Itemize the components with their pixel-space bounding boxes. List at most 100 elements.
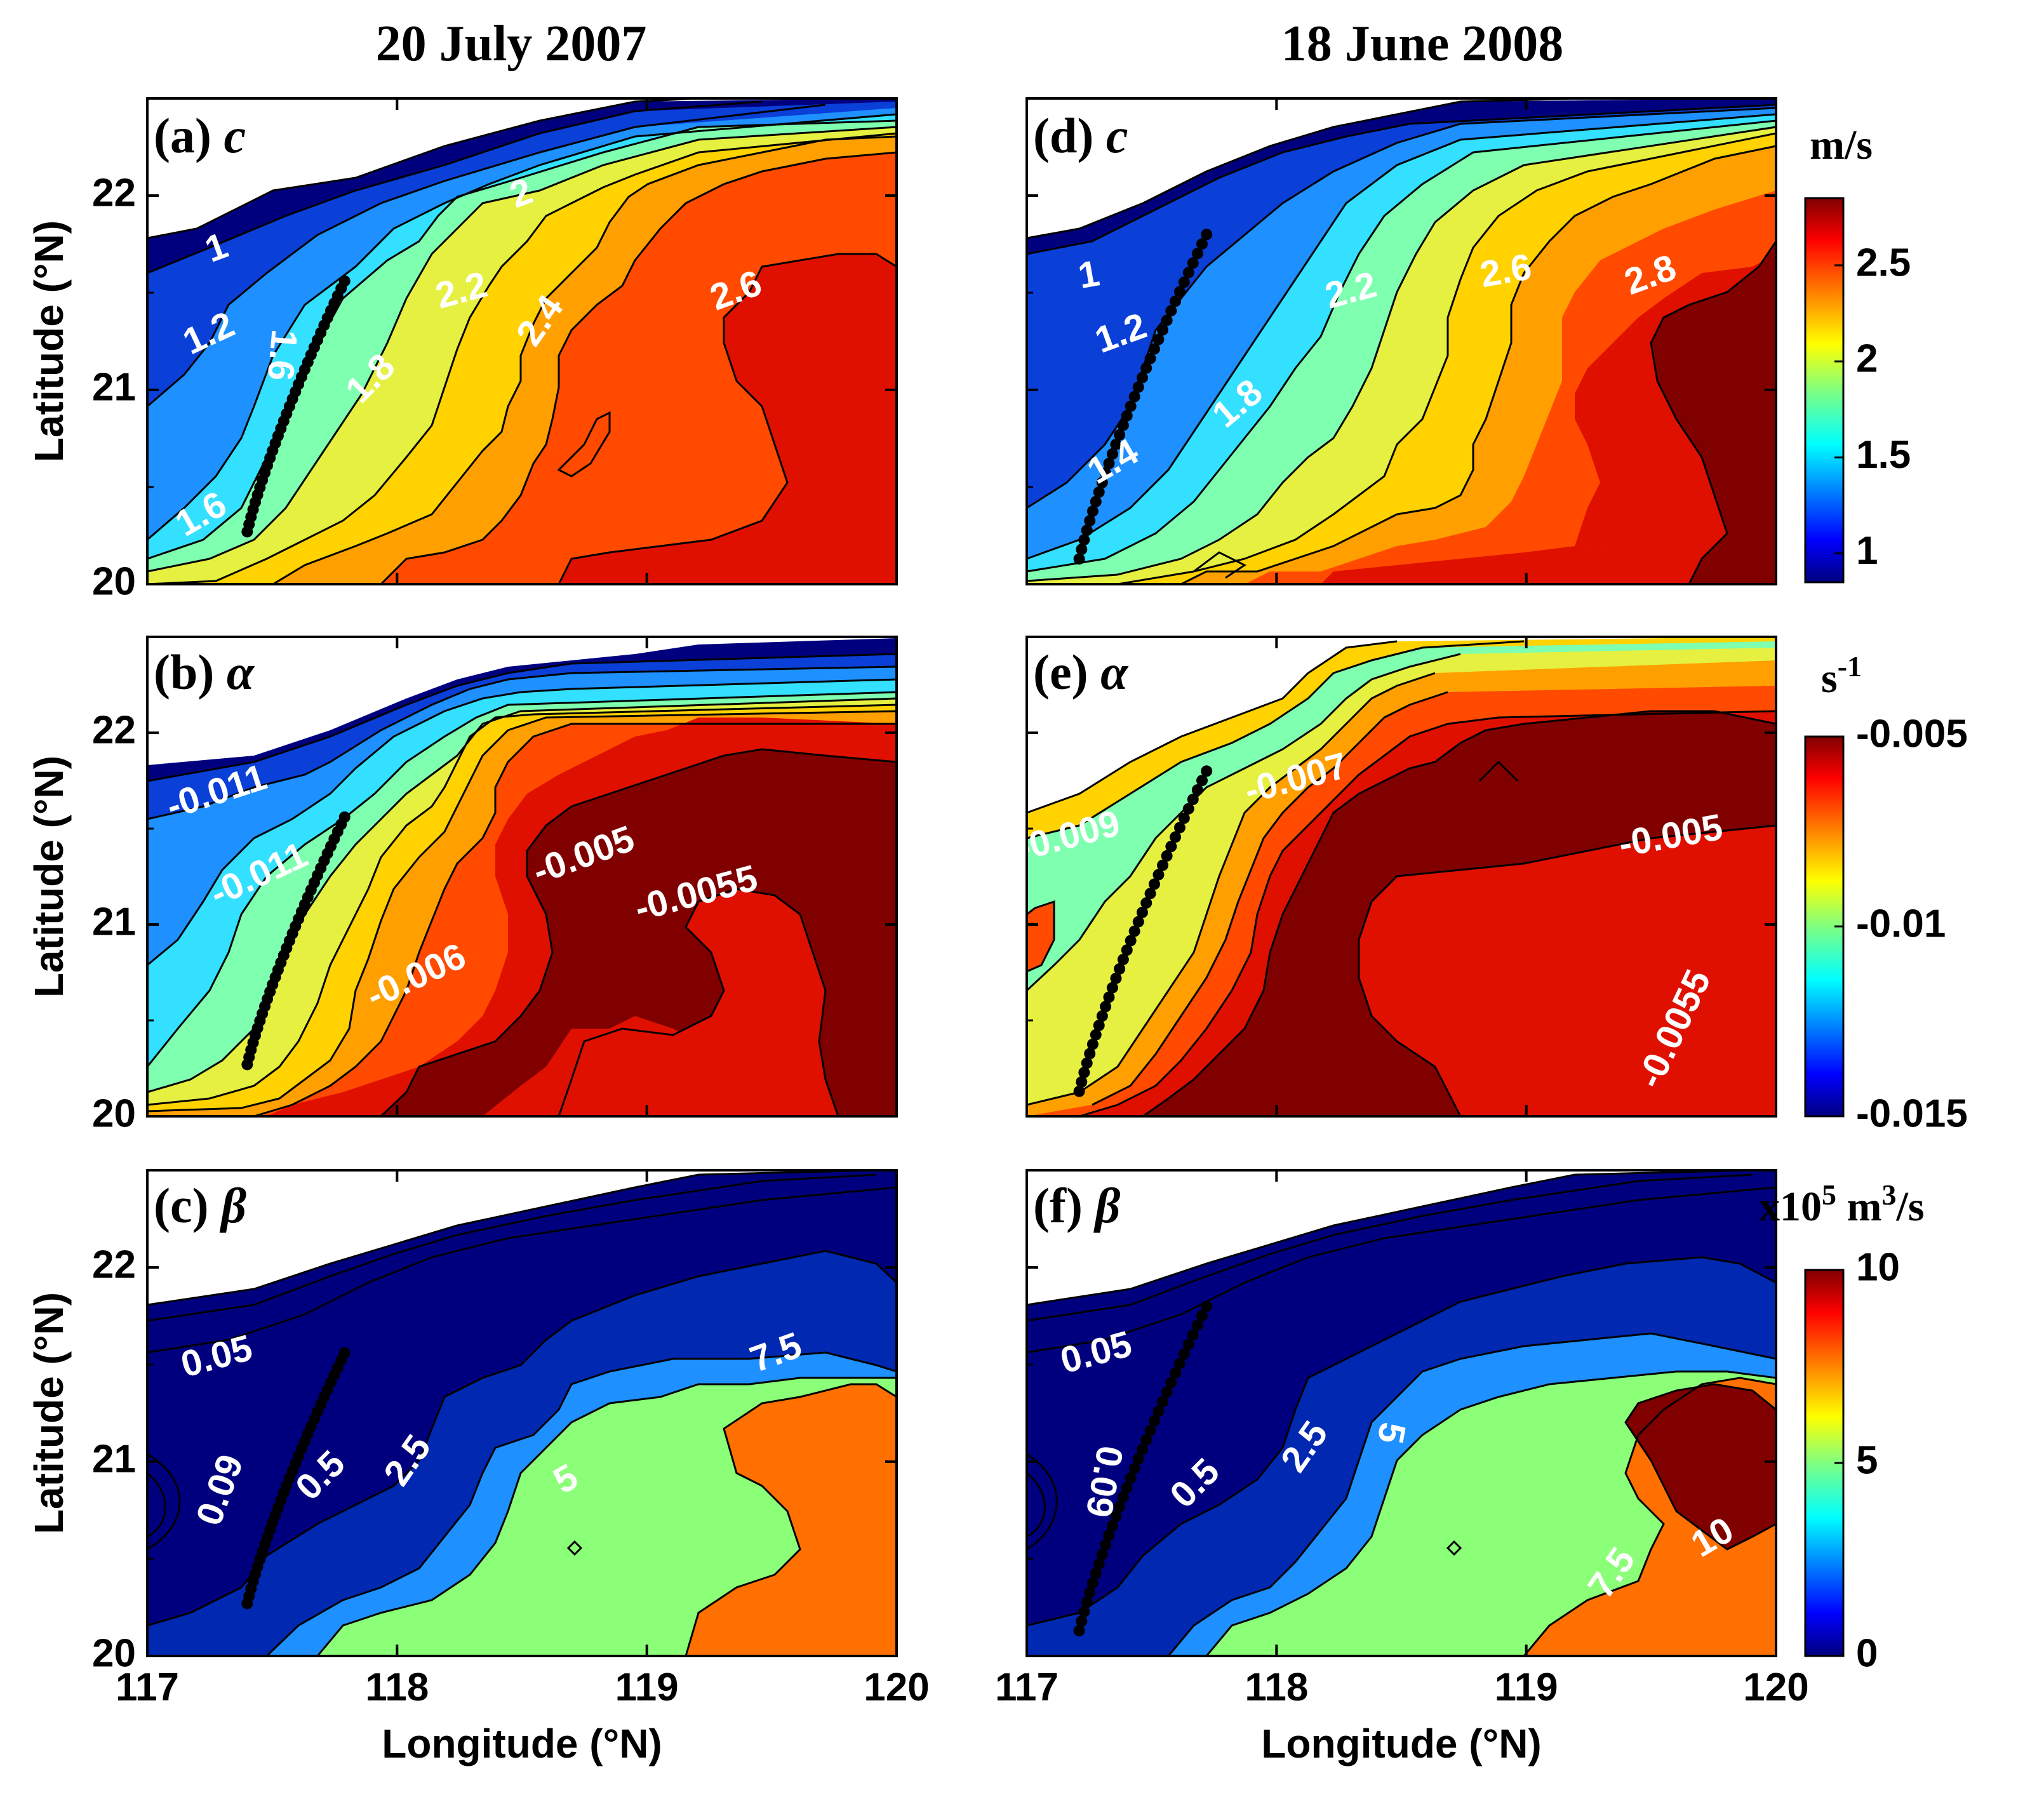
panel-a-region-level-8 — [381, 152, 897, 584]
y-tick-label: 21 — [92, 900, 136, 944]
x-tick-label: 119 — [615, 1666, 679, 1709]
track-point — [1076, 544, 1088, 556]
panel-d-contours — [1026, 97, 1777, 585]
track-point — [1125, 935, 1137, 947]
panel-e-field — [1027, 637, 1776, 1116]
track-point — [1106, 448, 1118, 460]
y-tick-label: 20 — [92, 1631, 136, 1675]
track-point — [1128, 391, 1140, 403]
track-point — [1148, 878, 1160, 890]
track-point — [1078, 1067, 1090, 1079]
panel-b-region-level-10b — [559, 889, 838, 1116]
track-point — [1144, 888, 1156, 900]
colorbar-tick-label: 10 — [1856, 1245, 1900, 1289]
colorbar-tick-label: 1 — [1856, 529, 1878, 573]
track-point — [1090, 1568, 1102, 1580]
x-tick-label: 120 — [1743, 1666, 1808, 1709]
track-point — [1144, 1424, 1156, 1436]
track-point — [1128, 925, 1140, 937]
track-point — [1173, 1358, 1186, 1370]
colorbar-tick-label: -0.005 — [1856, 712, 1968, 756]
y-axis-label: Latitude (°N) — [26, 756, 72, 998]
x-tick-label: 117 — [116, 1666, 179, 1709]
colorbar-tick-label: 2 — [1856, 337, 1878, 381]
panel-d-track — [1073, 229, 1213, 565]
track-point — [1178, 1348, 1190, 1360]
track-point — [1201, 765, 1213, 777]
track-point — [1078, 1606, 1090, 1618]
panel-a-label: (a) c — [154, 108, 246, 163]
track-point — [1096, 476, 1108, 488]
track-point — [1201, 229, 1213, 241]
y-tick-label: 22 — [92, 171, 136, 215]
panel-e-alpha-2008: -0.009-0.007-0.005-0.0055 (e) α — [1013, 636, 1777, 1118]
track-point — [1128, 1462, 1140, 1474]
track-point — [1178, 812, 1190, 824]
panel-f-label: (f) β — [1033, 1178, 1120, 1233]
track-point — [1086, 505, 1099, 517]
panel-a-contours — [147, 97, 897, 585]
track-point — [1182, 267, 1194, 279]
track-point — [1073, 1625, 1085, 1637]
track-point — [1152, 869, 1165, 881]
track-point — [1148, 343, 1160, 355]
panel-a-field — [147, 98, 897, 584]
track-point — [1136, 1443, 1148, 1455]
track-point — [1170, 295, 1182, 307]
track-point — [1132, 1453, 1144, 1465]
track-point — [1073, 553, 1085, 565]
panel-e-axes — [1025, 636, 1777, 1118]
x-axis-label: Longitude (°N) — [1261, 1721, 1541, 1766]
track-point — [1140, 1434, 1152, 1446]
panel-d-label: (d) c — [1033, 108, 1128, 163]
x-tick-label: 118 — [1245, 1666, 1308, 1709]
track-point — [1125, 1472, 1137, 1484]
x-axis-label: Longitude (°N) — [382, 1721, 662, 1766]
panel-b-label: (b) α — [154, 644, 255, 700]
track-point — [1110, 1510, 1122, 1522]
track-point — [1117, 419, 1129, 431]
track-point — [338, 1347, 351, 1359]
track-point — [1165, 1377, 1177, 1389]
x-tick-label: 120 — [864, 1666, 929, 1709]
panel-b-field — [147, 637, 897, 1116]
colorbar-tick-label: 0 — [1856, 1631, 1878, 1675]
track-point — [1081, 1057, 1093, 1069]
track-point — [1132, 381, 1144, 393]
track-point — [1078, 534, 1090, 546]
panel-e-label: (e) α — [1033, 644, 1129, 700]
x-tick-label: 119 — [1495, 1666, 1558, 1709]
colorbar-wave-speed-unit: m/s — [1810, 122, 1873, 168]
track-point — [1187, 257, 1199, 269]
track-point — [1196, 775, 1208, 787]
panel-c-track — [241, 1347, 351, 1610]
x-tick-label: 118 — [365, 1666, 429, 1709]
track-point — [1152, 1405, 1165, 1417]
panel-d-axes — [1025, 97, 1777, 585]
track-point — [1076, 1076, 1088, 1088]
column-title-left: 20 July 2007 — [376, 16, 647, 72]
track-point — [1117, 954, 1129, 966]
panel-f-axes: 117 118 119 120 Longitude (°N) — [995, 1169, 1809, 1766]
track-point — [338, 811, 351, 823]
y-tick-label: 22 — [92, 1243, 136, 1286]
track-point — [1117, 1491, 1129, 1503]
panel-a-track — [241, 275, 351, 538]
track-point — [1076, 1615, 1088, 1627]
column-title-right: 18 June 2008 — [1281, 16, 1564, 72]
track-point — [1125, 400, 1137, 412]
panel-a-axes: 20 21 22 Latitude (°N) — [26, 97, 898, 603]
panel-c-label: (c) β — [154, 1178, 246, 1233]
track-point — [1191, 784, 1203, 796]
panel-f-beta-2008: 0.050.09 0.52.5 57.510 117 118 119 120Longitu… — [995, 1169, 1809, 1766]
track-point — [1161, 314, 1173, 326]
colorbar-tick-label: -0.015 — [1856, 1092, 1968, 1135]
track-point — [1187, 1329, 1199, 1341]
track-point — [1081, 1596, 1093, 1608]
panel-e-contours — [1025, 640, 1777, 1118]
track-point — [1182, 803, 1194, 815]
panel-c-contours — [147, 1169, 898, 1657]
track-point — [1148, 1415, 1160, 1427]
track-point — [1093, 486, 1105, 498]
